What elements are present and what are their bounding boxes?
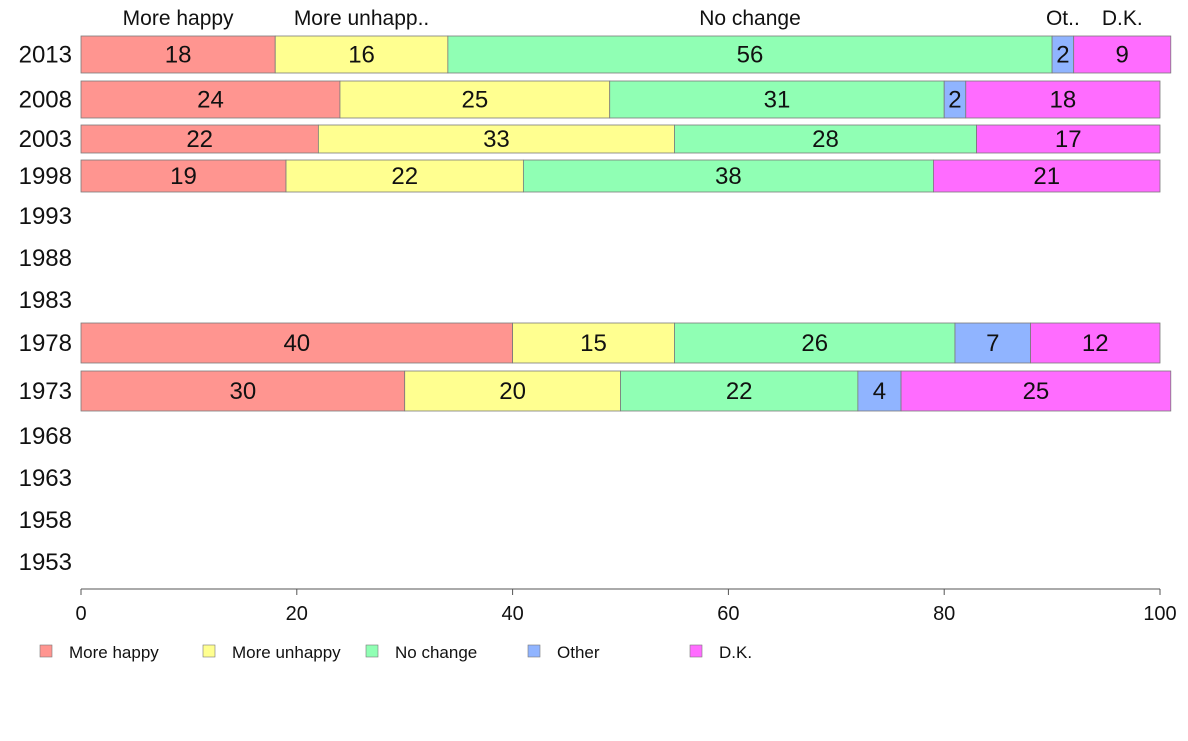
bar-segment — [80, 322, 514, 364]
bar-segment — [404, 370, 621, 412]
bar-value-label: 33 — [483, 126, 510, 153]
bar-value-label: 30 — [229, 378, 256, 405]
bar-value-label: 25 — [461, 87, 488, 114]
y-tick-label: 2013 — [19, 42, 72, 69]
bar-value-label: 20 — [499, 378, 526, 405]
y-tick-label: 1953 — [19, 549, 72, 576]
legend-swatch — [689, 644, 703, 658]
bar-segment — [674, 124, 977, 154]
bar-value-label: 22 — [186, 126, 213, 153]
bar-segment — [933, 159, 1161, 193]
bar-value-label: 38 — [715, 163, 742, 190]
segment-header-label: More unhapp.. — [294, 7, 429, 30]
bar-value-label: 17 — [1055, 126, 1082, 153]
y-tick-label: 2008 — [19, 87, 72, 114]
bar-segment — [900, 370, 1172, 412]
legend-label: More happy — [69, 643, 159, 662]
bar-value-label: 9 — [1116, 42, 1129, 69]
bar-value-label: 24 — [197, 87, 224, 114]
segment-header-label: No change — [699, 7, 801, 30]
bar-segment — [447, 35, 1053, 74]
x-tick-label: 60 — [717, 603, 739, 625]
bar-value-label: 7 — [986, 330, 999, 357]
y-tick-label: 1983 — [19, 287, 72, 314]
bar-segment — [1030, 322, 1161, 364]
bar-value-label: 31 — [764, 87, 791, 114]
bar-segment — [609, 80, 945, 119]
y-tick-label: 1973 — [19, 378, 72, 405]
bar-segment — [80, 159, 287, 193]
x-tick-label: 0 — [75, 603, 86, 625]
legend-swatch — [202, 644, 216, 658]
bar-segment — [339, 80, 611, 119]
bar-value-label: 21 — [1033, 163, 1060, 190]
y-tick-label: 1993 — [19, 203, 72, 230]
bar-segment — [512, 322, 675, 364]
bar-value-label: 2 — [948, 87, 961, 114]
x-tick-label: 20 — [286, 603, 308, 625]
y-tick-label: 1968 — [19, 423, 72, 450]
bars-layer: 18 16 56 2 9 24 25 31 2 18 22 33 28 17 19 22 38 21 40 15 26 7… — [80, 35, 1172, 412]
y-tick-label: 2003 — [19, 126, 72, 153]
legend-label: Other — [557, 643, 600, 662]
bar-segment — [965, 80, 1161, 119]
legend-swatch — [39, 644, 53, 658]
bar-value-label: 2 — [1056, 42, 1069, 69]
bar-value-label: 22 — [391, 163, 418, 190]
y-tick-label: 1963 — [19, 465, 72, 492]
bar-segment — [1073, 35, 1172, 74]
bar-value-label: 18 — [165, 42, 192, 69]
bar-segment — [976, 124, 1161, 154]
legend-item: Other — [527, 643, 600, 662]
x-axis: 0 20 40 60 80 100 — [75, 588, 1177, 625]
bar-segment — [285, 159, 524, 193]
segment-header-label: Ot.. — [1046, 7, 1080, 30]
bar-segment — [80, 80, 341, 119]
bar-segment — [317, 124, 675, 154]
bar-value-label: 25 — [1023, 378, 1050, 405]
legend-swatch — [365, 644, 379, 658]
legend: More happy More unhappy No change Other D.K. — [39, 643, 752, 662]
segment-header-label: More happy — [123, 7, 234, 30]
legend-swatch — [527, 644, 541, 658]
bar-segment — [274, 35, 449, 74]
x-tick-label: 100 — [1143, 603, 1176, 625]
legend-item: No change — [365, 643, 477, 662]
bar-value-label: 15 — [580, 330, 607, 357]
legend-label: More unhappy — [232, 643, 341, 662]
y-tick-label: 1998 — [19, 163, 72, 190]
y-tick-label: 1958 — [19, 507, 72, 534]
bar-value-label: 18 — [1050, 87, 1077, 114]
bar-segment — [620, 370, 859, 412]
bar-value-label: 40 — [283, 330, 310, 357]
bar-value-label: 19 — [170, 163, 197, 190]
bar-value-label: 22 — [726, 378, 753, 405]
bar-segment — [80, 35, 276, 74]
y-axis-labels: 2013 2008 2003 1998 1993 1988 1983 1978 1973 1968… — [19, 42, 72, 577]
segment-header-label: D.K. — [1102, 7, 1143, 30]
x-tick-label: 40 — [501, 603, 523, 625]
bar-value-label: 28 — [812, 126, 839, 153]
y-tick-label: 1988 — [19, 245, 72, 272]
bar-value-label: 26 — [801, 330, 828, 357]
bar-segment — [80, 124, 319, 154]
y-tick-label: 1978 — [19, 330, 72, 357]
legend-label: No change — [395, 643, 477, 662]
x-tick-label: 80 — [933, 603, 955, 625]
bar-value-label: 4 — [873, 378, 886, 405]
segment-headers: More happy More unhapp.. No change Ot.. D.K. — [123, 7, 1143, 30]
bar-value-label: 56 — [737, 42, 764, 69]
legend-item: More happy — [39, 643, 159, 662]
bar-value-label: 16 — [348, 42, 375, 69]
legend-item: D.K. — [689, 643, 752, 662]
legend-label: D.K. — [719, 643, 752, 662]
legend-item: More unhappy — [202, 643, 341, 662]
bar-value-label: 12 — [1082, 330, 1109, 357]
